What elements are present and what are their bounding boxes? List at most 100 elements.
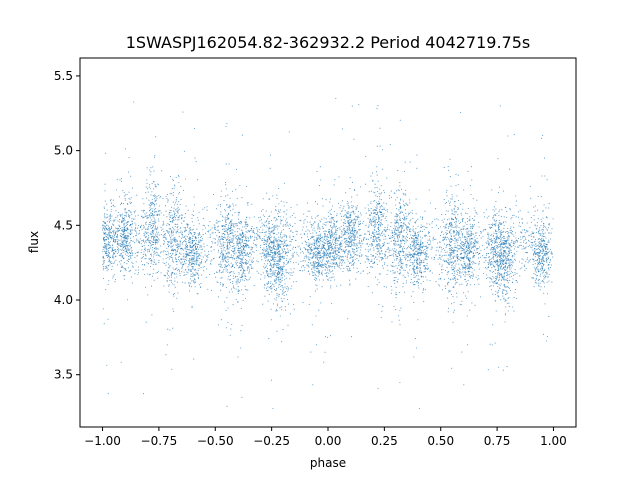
data-point: [503, 221, 505, 223]
data-point: [305, 254, 307, 256]
data-point: [359, 262, 362, 264]
data-point: [322, 236, 324, 238]
data-point: [240, 251, 242, 253]
data-point: [261, 231, 264, 234]
data-point: [316, 265, 318, 268]
data-point: [240, 307, 242, 310]
data-point: [189, 227, 191, 229]
data-point: [531, 232, 533, 234]
data-point: [139, 241, 141, 243]
data-point: [212, 232, 214, 234]
data-point: [238, 222, 240, 224]
data-point: [127, 171, 129, 173]
data-point: [465, 228, 467, 230]
data-point: [232, 240, 234, 242]
data-point: [117, 239, 119, 241]
data-point: [339, 213, 341, 215]
data-point: [455, 225, 457, 227]
data-point: [151, 223, 153, 225]
data-point: [431, 272, 433, 274]
data-point: [190, 270, 192, 272]
data-point: [361, 241, 363, 243]
data-point: [449, 237, 451, 239]
data-point: [394, 237, 396, 239]
data-point: [273, 232, 275, 234]
data-point: [108, 280, 110, 282]
data-point: [237, 286, 239, 288]
data-point: [208, 230, 210, 232]
data-point: [329, 255, 331, 257]
data-point: [217, 281, 219, 283]
data-point: [369, 249, 371, 251]
data-point: [490, 226, 492, 228]
data-point: [165, 237, 167, 239]
data-point: [269, 254, 271, 256]
data-point: [508, 244, 510, 247]
data-point: [238, 267, 240, 269]
data-point: [153, 237, 155, 239]
data-point: [509, 248, 511, 250]
data-point: [370, 234, 372, 237]
data-point: [229, 281, 232, 283]
data-point: [285, 252, 287, 254]
data-point: [241, 259, 243, 261]
data-point: [105, 233, 107, 235]
data-point: [218, 256, 220, 258]
data-point: [188, 237, 190, 240]
data-point: [155, 272, 157, 274]
data-point: [395, 254, 397, 256]
data-point: [196, 256, 198, 258]
data-point: [126, 251, 128, 253]
data-point: [187, 209, 189, 211]
data-point: [178, 191, 180, 193]
data-point: [103, 214, 105, 216]
data-point: [306, 202, 308, 204]
data-point: [285, 309, 287, 311]
data-point: [281, 268, 283, 270]
data-point: [486, 217, 488, 219]
data-point: [275, 253, 277, 255]
data-point: [122, 203, 124, 205]
data-point: [204, 261, 206, 263]
data-point: [177, 292, 179, 294]
data-point: [265, 260, 267, 262]
data-point: [282, 270, 284, 272]
data-point: [431, 226, 433, 229]
data-point: [153, 217, 155, 219]
data-point: [466, 224, 468, 226]
data-point: [144, 231, 146, 233]
data-point: [191, 254, 193, 257]
data-point: [390, 237, 392, 240]
data-point: [231, 219, 233, 221]
data-point: [240, 263, 242, 265]
data-point: [244, 273, 246, 275]
data-point: [146, 262, 148, 264]
data-point: [455, 234, 457, 236]
data-point: [276, 275, 278, 277]
data-point: [173, 220, 175, 222]
data-point: [280, 200, 282, 202]
data-point: [117, 249, 119, 251]
data-point: [102, 248, 104, 250]
data-point: [159, 214, 161, 216]
data-point: [177, 174, 180, 176]
data-point: [225, 258, 227, 260]
data-point: [262, 303, 264, 305]
data-point: [289, 223, 291, 225]
data-point: [439, 263, 441, 265]
data-point: [264, 277, 266, 279]
data-point: [327, 279, 329, 281]
data-point: [320, 255, 322, 257]
data-point: [271, 266, 273, 268]
data-point: [178, 243, 180, 245]
data-point: [188, 282, 190, 284]
data-point: [150, 236, 152, 238]
data-point: [249, 235, 252, 237]
data-point: [314, 290, 317, 292]
data-point: [241, 239, 243, 241]
data-point: [288, 131, 290, 133]
data-point: [429, 243, 431, 245]
data-point: [157, 183, 159, 185]
data-point: [236, 283, 238, 285]
data-point: [359, 220, 361, 222]
